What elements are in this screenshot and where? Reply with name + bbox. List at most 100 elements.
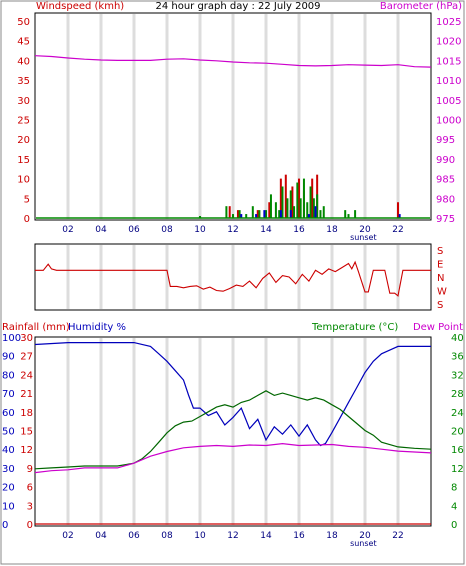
x-tick-label: 12	[227, 531, 238, 541]
barometer-y-tick-label: 1015	[436, 56, 461, 67]
wind-bar-low	[240, 214, 243, 218]
series-line-humidity	[34, 342, 431, 447]
direction-line	[35, 260, 431, 297]
wind-y-tick-label: 10	[17, 175, 30, 186]
wind-bar-low	[307, 214, 310, 218]
x-tick-label: 06	[128, 531, 140, 541]
wind-y-tick-label: 30	[17, 96, 30, 107]
barometer-y-tick-label: 1020	[436, 37, 461, 48]
wind-y-tick-label: 15	[17, 155, 30, 166]
wind-bar-average	[232, 214, 234, 218]
x-tick-label: 18	[326, 225, 338, 235]
wind-bar-average	[316, 194, 319, 218]
humidity-y-tick-label: 40	[2, 445, 15, 456]
sunset-label: sunset	[350, 539, 377, 548]
wind-bar-average	[347, 214, 350, 218]
x-tick-label: 08	[161, 531, 173, 541]
wind-bar-low	[314, 206, 317, 218]
wind-bar-low	[255, 214, 258, 218]
humidity-axis-title: Humidity %	[68, 322, 126, 333]
barometer-y-tick-label: 1000	[436, 116, 461, 127]
wind-bar-average	[286, 198, 289, 218]
humidity-y-tick-label: 50	[2, 427, 15, 438]
barometer-axis-title: Barometer (hPa)	[380, 1, 462, 12]
humidity-y-tick-label: 0	[2, 520, 8, 531]
temperature-grid	[66, 338, 400, 525]
x-tick-label: 02	[62, 225, 73, 235]
x-tick-label: 10	[194, 531, 206, 541]
barometer-series	[34, 55, 432, 68]
temperature-y-tick-label: 16	[451, 445, 464, 456]
wind-bar-average	[344, 210, 347, 218]
x-tick-label: 20	[359, 225, 371, 235]
wind-bar-average	[274, 202, 277, 218]
rainfall-y-tick-label: 15	[20, 427, 33, 438]
wind-bar-average	[306, 202, 309, 218]
barometer-y-tick-label: 990	[436, 155, 455, 166]
barometer-y-tick-label: 1025	[436, 17, 461, 28]
temperature-axis-title: Temperature (°C)	[311, 322, 398, 333]
x-tick-label: 22	[392, 225, 403, 235]
wind-bar-gust	[284, 174, 287, 218]
temperature-y-tick-label: 24	[451, 408, 464, 419]
x-tick-label: 06	[128, 225, 140, 235]
wind-bar-average	[269, 194, 272, 218]
wind-bar-average	[251, 206, 254, 218]
wind-bar-average	[265, 210, 267, 218]
rainfall-y-tick-label: 6	[27, 483, 33, 494]
wind-bar-average	[319, 210, 322, 218]
wind-bar-gust	[228, 206, 231, 218]
wind-bar-average	[245, 214, 248, 218]
humidity-y-tick-label: 60	[2, 408, 15, 419]
x-tick-label: 18	[326, 531, 338, 541]
x-tick-label: 04	[95, 225, 107, 235]
barometer-y-axis: 975 980 985 990 995 1000 1005 1010 1015 1020 1025	[436, 17, 461, 225]
rainfall-y-tick-label: 3	[27, 501, 33, 512]
wind-bar-gust	[268, 202, 271, 218]
barometer-y-tick-label: 1005	[436, 96, 461, 107]
wind-y-tick-label: 20	[17, 135, 30, 146]
wind-bar-average	[296, 182, 299, 218]
barometer-y-tick-label: 980	[436, 194, 455, 205]
wind-bar-average	[278, 210, 281, 218]
x-tick-label: 08	[161, 225, 173, 235]
direction-series	[35, 260, 431, 297]
humidity-y-tick-label: 100	[2, 333, 21, 344]
rainfall-y-tick-label: 18	[20, 408, 33, 419]
x-tick-label: 14	[260, 531, 272, 541]
wind-bar-low	[289, 210, 292, 218]
temperature-series	[34, 342, 432, 525]
dewpoint-axis-title: Dew Point	[413, 322, 463, 333]
rainfall-axis-title: Rainfall (mm)	[2, 322, 70, 333]
x-tick-label: 20	[359, 531, 371, 541]
wind-bar-average	[238, 210, 241, 218]
x-tick-label: 16	[293, 225, 305, 235]
temperature-y-tick-label: 0	[451, 520, 457, 531]
x-tick-label: 10	[194, 225, 206, 235]
wind-y-axis: 0 5 10 15 20 25 30 35 40 45 50	[17, 17, 30, 225]
temperature-y-tick-label: 40	[451, 333, 464, 344]
temperature-y-tick-label: 12	[451, 464, 464, 475]
temperature-y-tick-label: 20	[451, 427, 464, 438]
wind-bar-average	[322, 206, 325, 218]
wind-y-tick-label: 35	[17, 76, 30, 87]
x-tick-label: 04	[95, 531, 107, 541]
x-tick-label: 12	[227, 225, 238, 235]
rainfall-y-tick-label: 30	[20, 333, 33, 344]
barometer-y-tick-label: 975	[436, 214, 455, 225]
temperature-y-axis: 0 4 8 12 16 20 24 28 32 36 40	[451, 333, 464, 531]
humidity-y-axis: 0 10 20 30 40 50 60 70 80 90 100	[2, 333, 21, 531]
direction-grid	[66, 245, 400, 309]
wind-bar-average	[289, 190, 292, 218]
wind-bar-low	[398, 214, 401, 218]
series-line-temp	[34, 442, 432, 474]
wind-y-tick-label: 25	[17, 116, 30, 127]
x-tick-label: 16	[293, 531, 305, 541]
humidity-y-tick-label: 10	[2, 501, 15, 512]
chart-title: 24 hour graph day : 22 July 2009	[155, 1, 320, 12]
wind-bar-gust	[256, 210, 259, 218]
barometer-y-tick-label: 1010	[436, 76, 461, 87]
temperature-y-tick-label: 8	[451, 483, 457, 494]
wind-y-tick-label: 0	[24, 214, 30, 225]
